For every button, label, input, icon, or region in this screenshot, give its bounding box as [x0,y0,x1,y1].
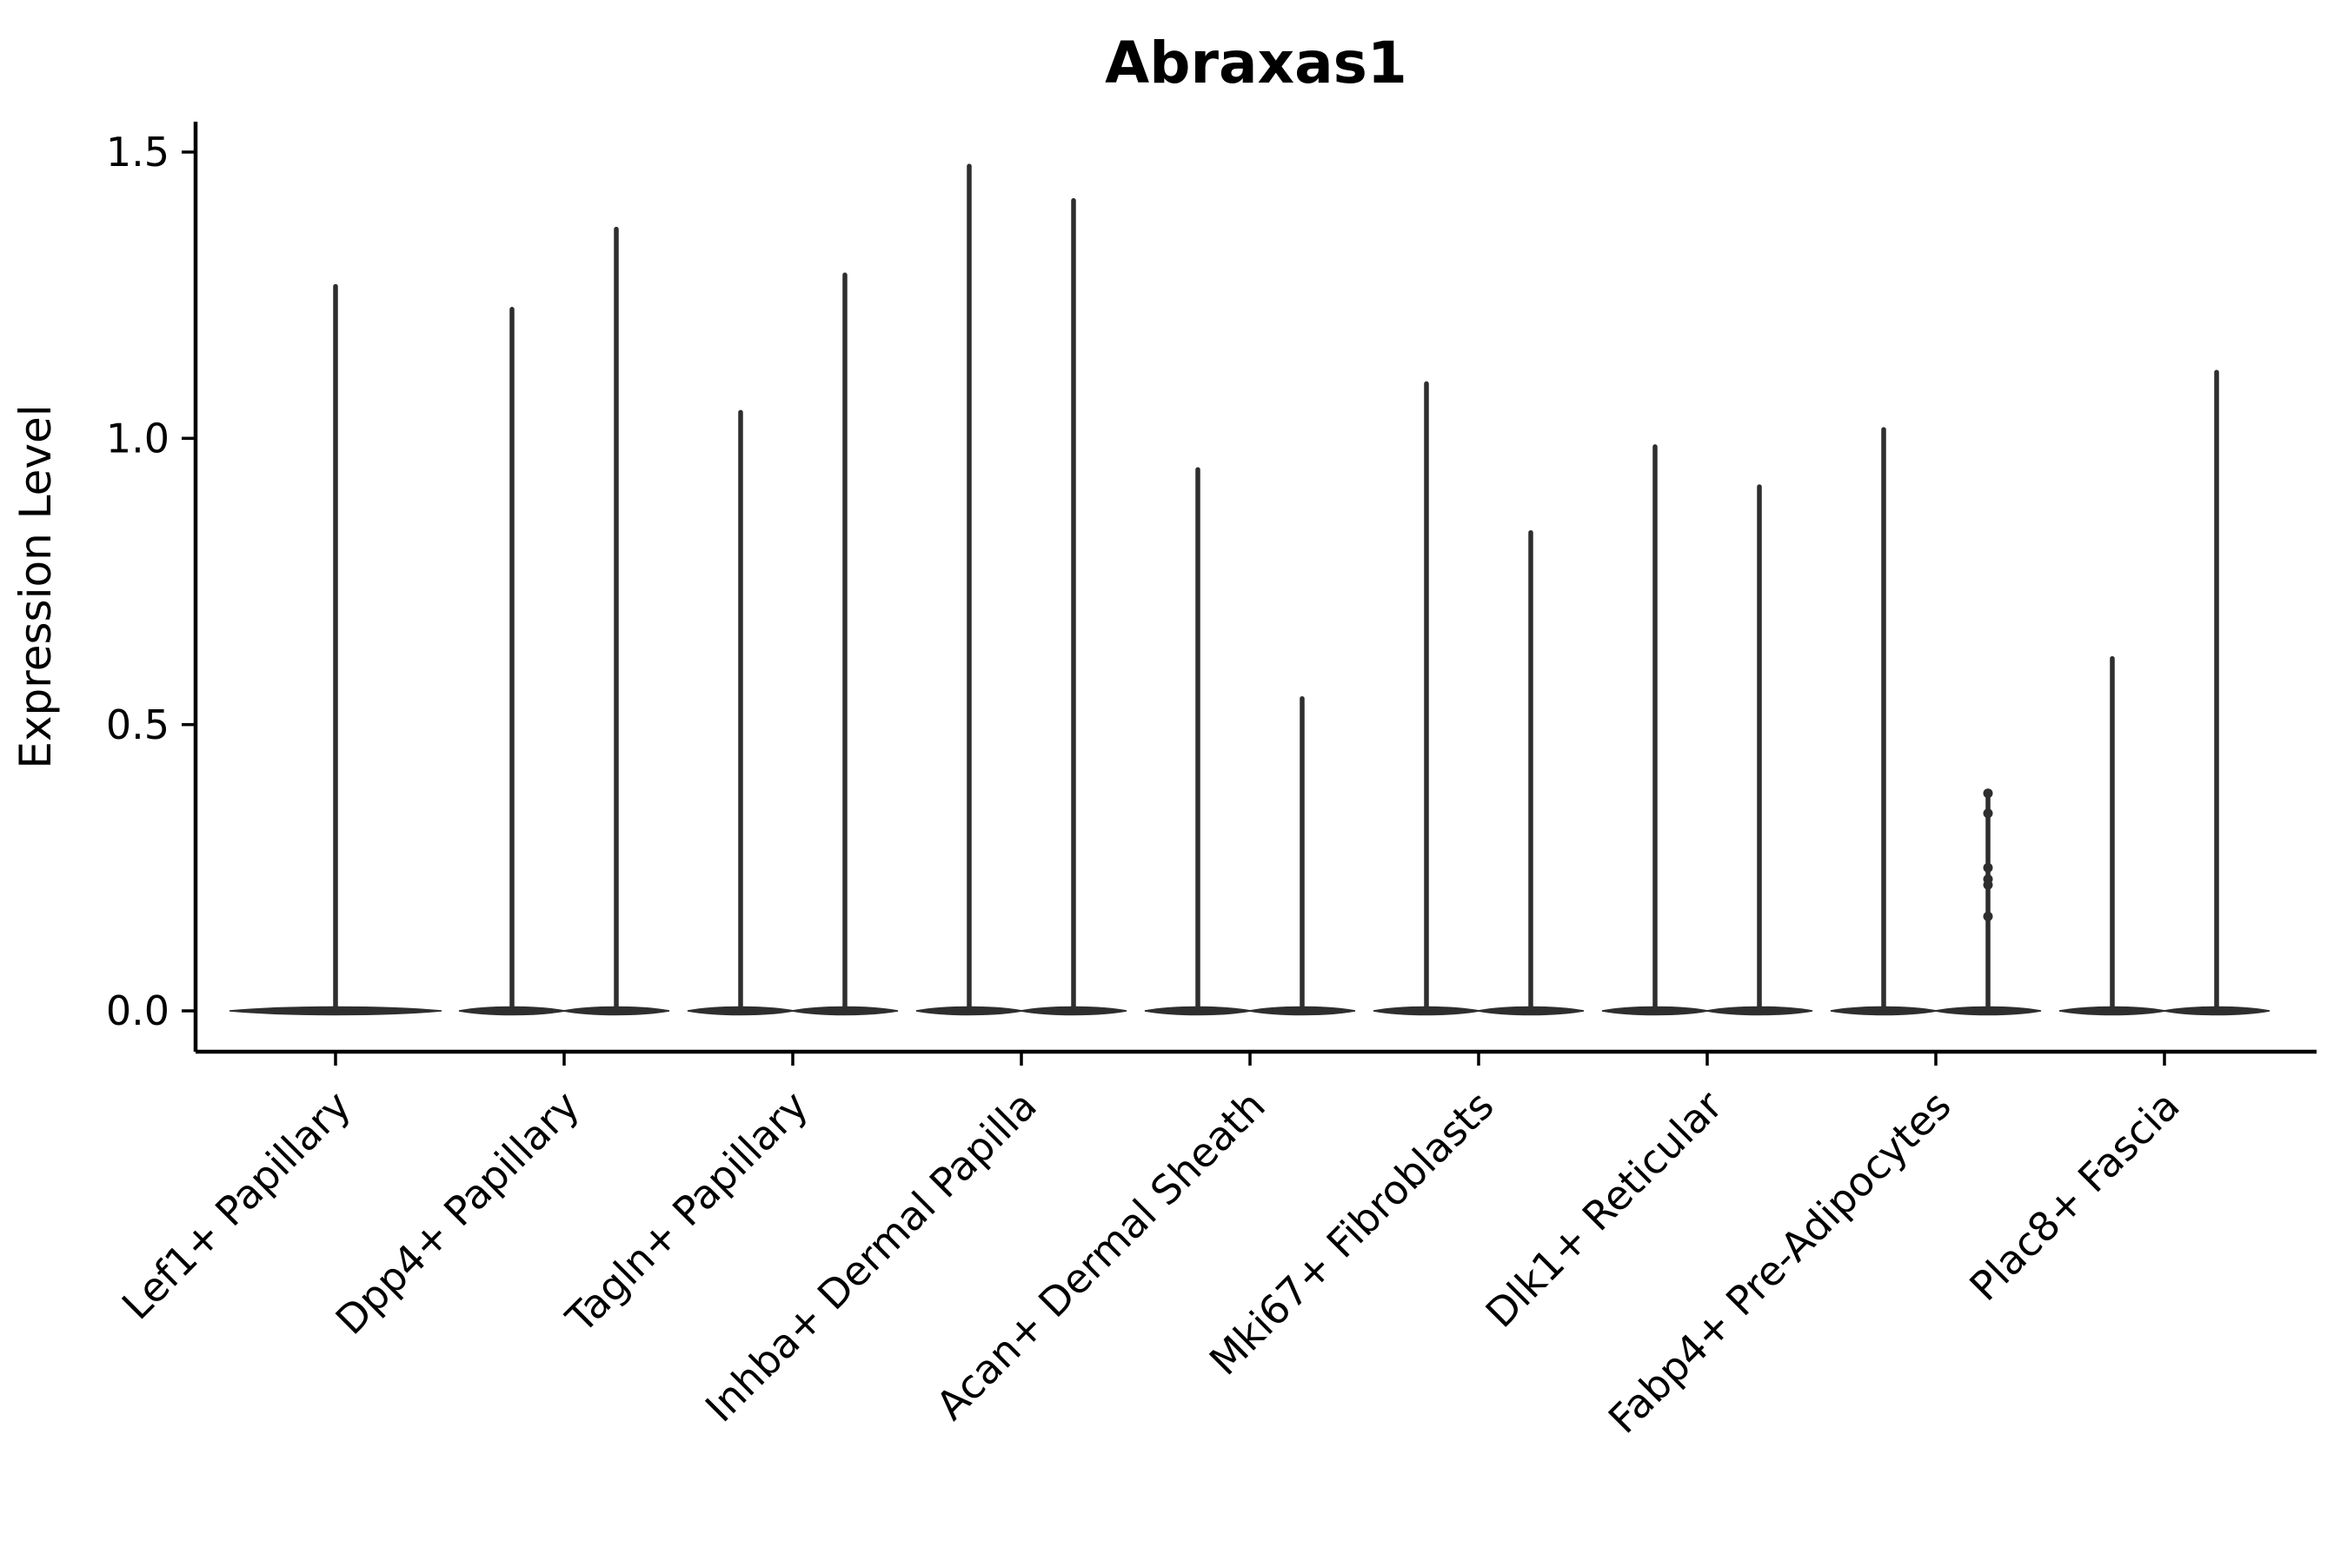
x-tick-label: Dpp4+ Papillary [327,1082,588,1344]
expression-point [1983,880,1993,890]
expression-point [1983,808,1993,819]
chart-title: Abraxas1 [1105,30,1407,96]
expression-point [1983,788,1993,799]
x-tick-label: Tagln+ Papillary [556,1082,817,1343]
x-tick-label: Lef1+ Papillary [113,1082,360,1329]
expression-point [1983,911,1993,921]
x-tick-label: Dlk1+ Reticular [1477,1082,1732,1337]
y-tick-label: 0.5 [106,701,170,748]
x-tick-label: Plac8+ Fascia [1960,1082,2188,1310]
expression-point [1983,862,1993,873]
y-tick-label: 0.0 [106,987,170,1034]
y-axis-label: Expression Level [10,404,61,768]
y-tick-label: 1.0 [106,415,170,462]
y-tick-label: 1.5 [106,129,170,176]
